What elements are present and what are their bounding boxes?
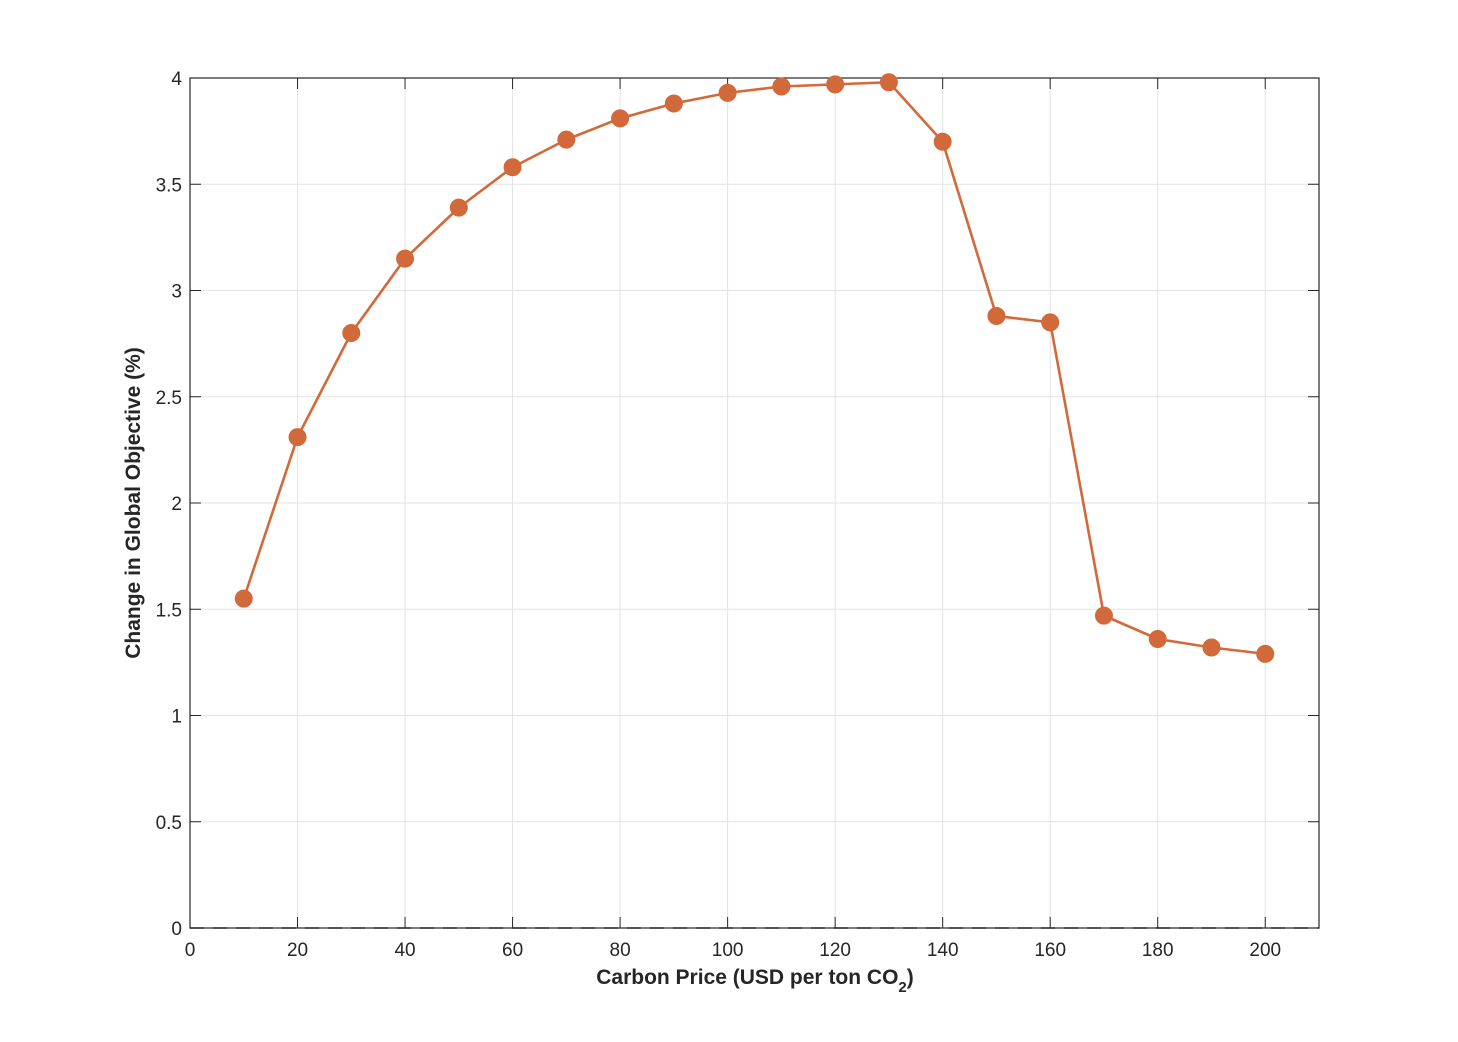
y-axis-label: Change in Global Objective (%) bbox=[122, 347, 145, 659]
y-tick-label: 4 bbox=[171, 69, 182, 90]
data-point bbox=[1256, 644, 1275, 663]
x-tick-label: 60 bbox=[502, 940, 523, 961]
data-point bbox=[1041, 313, 1060, 332]
x-tick-label: 180 bbox=[1142, 940, 1174, 961]
data-point bbox=[826, 75, 845, 94]
data-point bbox=[879, 73, 898, 92]
data-point bbox=[718, 83, 737, 102]
x-tick-label: 20 bbox=[287, 940, 308, 961]
data-point bbox=[503, 158, 522, 177]
data-point bbox=[987, 307, 1006, 325]
x-tick-label: 40 bbox=[394, 940, 415, 961]
data-point bbox=[933, 132, 952, 151]
y-tick-label: 0.5 bbox=[156, 813, 182, 834]
x-tick-label: 160 bbox=[1034, 940, 1066, 961]
data-point bbox=[611, 109, 630, 128]
y-tick-label: 3.5 bbox=[156, 175, 182, 196]
data-point bbox=[1202, 638, 1221, 657]
y-tick-label: 1 bbox=[171, 707, 182, 728]
y-tick-label: 1.5 bbox=[156, 600, 182, 621]
data-point bbox=[664, 94, 683, 113]
x-tick-label: 80 bbox=[610, 940, 631, 961]
x-tick-label: 200 bbox=[1249, 940, 1281, 961]
data-point bbox=[449, 198, 468, 217]
y-tick-label: 2 bbox=[171, 494, 182, 515]
data-point bbox=[772, 77, 791, 96]
x-tick-label: 140 bbox=[927, 940, 959, 961]
series-line bbox=[242, 80, 1266, 656]
data-point bbox=[396, 249, 415, 268]
x-tick-label: 100 bbox=[712, 940, 744, 961]
data-point bbox=[342, 324, 361, 342]
data-series bbox=[234, 73, 1275, 663]
axis-ticks: 0 20 40 60 80 100 120 140 160 180 200 0 0.5 1 1.5 2 2.5 3… bbox=[156, 69, 1319, 961]
x-tick-label: 0 bbox=[185, 940, 196, 961]
data-point bbox=[557, 130, 576, 149]
data-point bbox=[288, 428, 307, 447]
y-tick-label: 0 bbox=[171, 919, 182, 940]
x-axis-label-subscript: 2 bbox=[898, 979, 906, 996]
x-axis-label-suffix: ) bbox=[907, 966, 914, 989]
x-axis-label: Carbon Price (USD per ton CO2) bbox=[596, 966, 914, 996]
y-tick-label: 2.5 bbox=[156, 388, 182, 409]
x-tick-label: 120 bbox=[819, 940, 851, 961]
data-point bbox=[1148, 630, 1167, 648]
x-axis-label-main: Carbon Price (USD per ton CO bbox=[596, 966, 898, 989]
data-point bbox=[234, 589, 253, 608]
data-point bbox=[1094, 606, 1113, 625]
y-tick-label: 3 bbox=[171, 282, 182, 303]
